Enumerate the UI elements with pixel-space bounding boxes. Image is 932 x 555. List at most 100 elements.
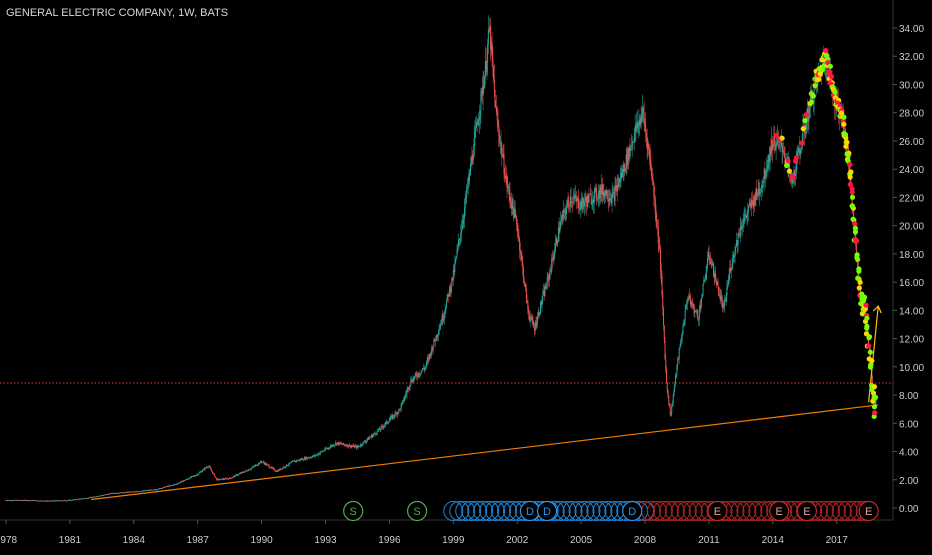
candle-body — [178, 482, 180, 484]
candle-body — [698, 319, 700, 321]
candle-body — [782, 150, 784, 152]
candle-body — [697, 314, 699, 320]
candle-body — [657, 226, 659, 228]
signal-dot — [847, 174, 853, 180]
candle-body — [762, 181, 764, 183]
candle-body — [422, 368, 424, 370]
signal-dot — [847, 181, 853, 188]
candle-body — [103, 494, 105, 496]
candle-body — [127, 491, 129, 493]
candle-body — [393, 416, 395, 417]
candle-body — [18, 500, 20, 501]
candle-body — [740, 226, 742, 230]
signal-dot — [854, 252, 860, 258]
candle-body — [648, 148, 650, 157]
candle-body — [672, 395, 674, 404]
candle-body — [37, 500, 39, 502]
candle-body — [726, 287, 728, 296]
candle-body — [701, 295, 703, 299]
candle-body — [645, 125, 647, 133]
candle-body — [92, 496, 94, 498]
candle-body — [65, 500, 67, 502]
candle-body — [711, 263, 713, 265]
candle-body — [169, 485, 171, 487]
candle-body — [365, 440, 367, 443]
candle-body — [419, 374, 421, 376]
candle-body — [671, 403, 673, 406]
candle-body — [459, 238, 461, 240]
candle-body — [141, 491, 143, 493]
signal-dot — [856, 285, 862, 291]
candle-body — [105, 494, 107, 496]
candle-body — [207, 466, 209, 468]
candle-body — [358, 446, 360, 448]
candle-body — [360, 444, 362, 447]
candle-body — [322, 450, 324, 452]
candle-body — [98, 495, 100, 497]
candle-body — [91, 497, 93, 498]
candle-body — [403, 399, 405, 402]
candle-body — [175, 484, 177, 485]
candle-body — [471, 154, 473, 165]
candle-body — [623, 164, 625, 172]
candle-body — [755, 188, 757, 200]
split-marker — [343, 500, 364, 522]
signal-dot — [802, 117, 808, 124]
candle-body — [94, 496, 96, 498]
candle-body — [21, 500, 23, 502]
candle-body — [265, 463, 267, 465]
candle-body — [423, 368, 425, 370]
candle-body — [508, 186, 510, 193]
candle-body — [147, 490, 149, 491]
candle-body — [57, 500, 59, 502]
candle-body — [589, 193, 591, 195]
time-tick-label: 2011 — [698, 535, 720, 546]
candle-body — [523, 279, 525, 283]
candle-body — [607, 199, 609, 202]
candle-body — [150, 490, 152, 491]
candle-body — [144, 490, 146, 492]
candle-body — [588, 194, 590, 203]
candle-body — [412, 378, 414, 383]
candle-body — [575, 195, 577, 199]
candle-body — [202, 469, 204, 472]
candle-body — [688, 298, 690, 300]
candle-body — [651, 168, 653, 177]
earnings-marker — [676, 501, 697, 521]
candle-body — [682, 325, 684, 335]
candle-body — [635, 125, 637, 131]
candle-body — [244, 471, 246, 473]
candle-body — [340, 443, 342, 445]
dividend-marker — [562, 501, 583, 521]
candle-body — [255, 464, 257, 466]
candle-body — [723, 304, 725, 306]
candle-body — [145, 490, 147, 492]
candle-body — [194, 475, 196, 477]
candle-body — [176, 483, 178, 485]
candle-body — [580, 201, 582, 209]
candle-body — [348, 446, 350, 448]
candle-body — [742, 220, 744, 227]
candle-body — [584, 197, 586, 202]
candle-body — [181, 480, 183, 482]
candle-body — [328, 447, 330, 449]
signal-dot — [841, 114, 847, 120]
signal-dot — [773, 132, 779, 138]
signal-dot — [866, 334, 873, 340]
candle-body — [540, 302, 542, 314]
candle-body — [384, 422, 386, 425]
candle-body — [642, 107, 644, 116]
candle-body — [311, 457, 313, 459]
candle-body — [501, 143, 503, 157]
candle-body — [110, 493, 112, 495]
candle-body — [83, 498, 85, 500]
candle-body — [608, 198, 610, 202]
candle-body — [727, 281, 729, 285]
candle-body — [455, 256, 457, 260]
candle-body — [101, 495, 103, 497]
candle-body — [795, 158, 797, 175]
price-tick-label: 22.00 — [899, 193, 924, 204]
candle-body — [83, 498, 85, 500]
candle-body — [443, 317, 445, 321]
